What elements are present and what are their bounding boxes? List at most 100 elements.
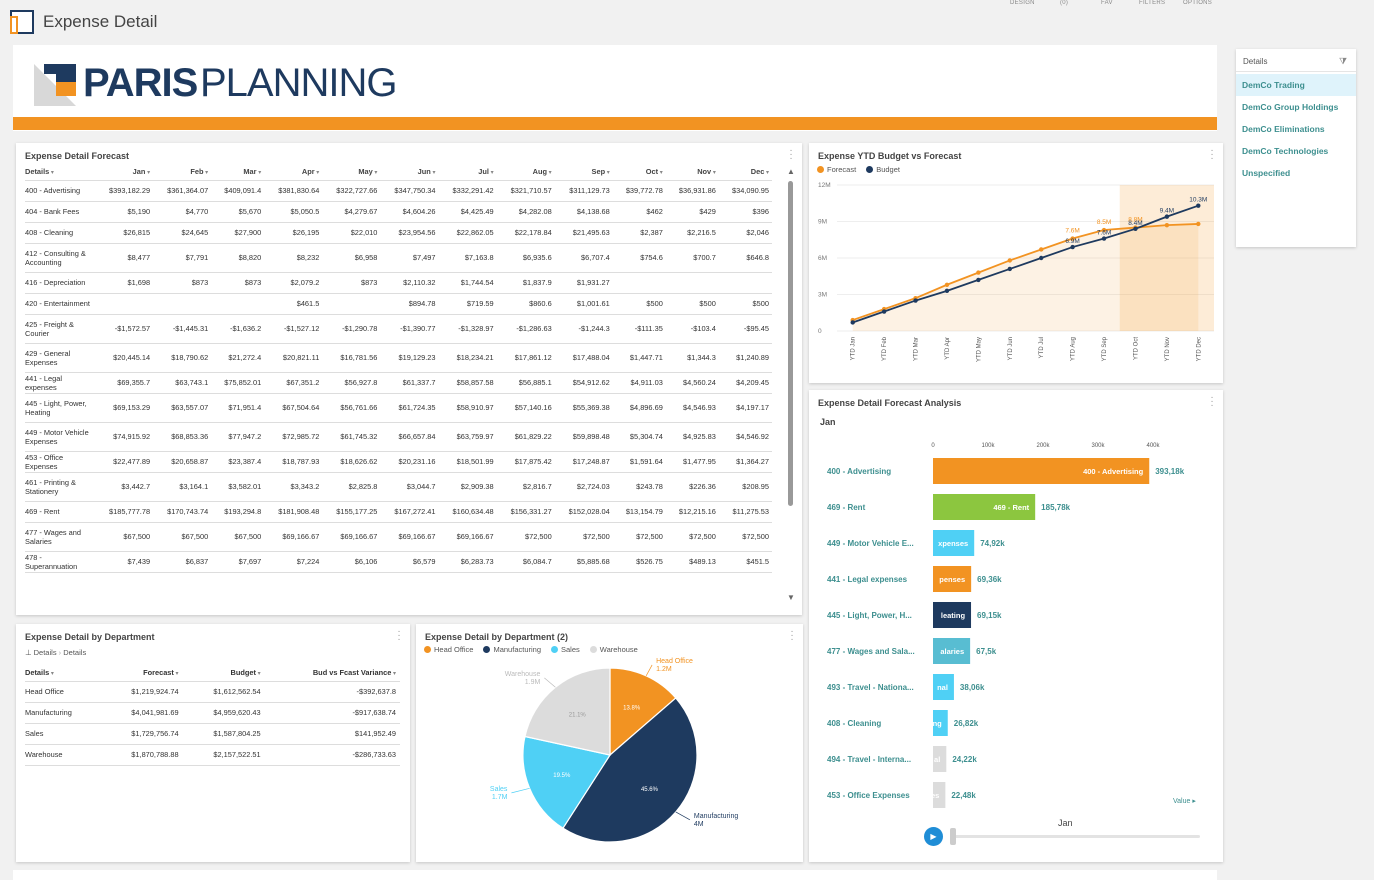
column-header[interactable]: Jun [380, 164, 439, 181]
more-icon[interactable]: · · · [1210, 392, 1214, 411]
filter-clear-icon[interactable]: ⧩ [1339, 56, 1348, 66]
column-header[interactable]: Jul [438, 164, 497, 181]
column-header[interactable]: Sep [554, 164, 613, 181]
data-point[interactable] [1133, 226, 1138, 231]
data-point[interactable] [881, 309, 887, 314]
value-axis-hint[interactable]: Value ▸ [1173, 798, 1196, 805]
legend-item[interactable]: Manufacturing [483, 645, 541, 654]
bar[interactable] [933, 458, 1150, 484]
pie-slice[interactable] [562, 697, 698, 843]
table-row[interactable]: 404 - Bank Fees $5,190 $4,770 $5,670 $5,050.… [25, 201, 772, 223]
column-header[interactable]: Forecast [100, 664, 183, 682]
details-item[interactable]: Unspecified [1242, 168, 1291, 178]
nav-count[interactable]: (0) [1060, 0, 1069, 6]
more-icon[interactable]: · · · [790, 626, 794, 645]
table-row[interactable]: 445 - Light, Power, Heating $69,153.29 $63… [25, 393, 772, 423]
column-header[interactable]: Oct [612, 164, 666, 181]
table-row[interactable]: Head Office $1,219,924.74 $1,612,562.54 -$3… [25, 681, 400, 703]
column-header[interactable]: Jan [95, 164, 154, 181]
data-point[interactable] [944, 288, 950, 294]
column-header[interactable]: Details [25, 664, 101, 682]
bar[interactable] [933, 782, 946, 808]
data-point[interactable] [944, 282, 950, 287]
scrollbar-track[interactable]: ▲ ▼ [786, 167, 795, 607]
bar[interactable] [933, 638, 971, 664]
table-row[interactable]: 412 - Consulting & Accounting $8,477 $7,79… [25, 243, 772, 273]
timeline-handle[interactable] [950, 828, 956, 845]
bar[interactable] [933, 674, 954, 700]
column-header[interactable]: Mar [211, 164, 265, 181]
data-point[interactable] [913, 298, 918, 303]
table-row[interactable]: Sales $1,729,756.74 $1,587,804.25 $141,952.… [25, 723, 400, 745]
nav-fav[interactable]: FAV [1101, 0, 1113, 6]
column-header[interactable]: May [322, 164, 381, 181]
details-item[interactable]: DemCo Eliminations [1242, 124, 1325, 134]
data-point[interactable] [1101, 236, 1107, 241]
scrollbar-thumb[interactable] [788, 181, 793, 506]
more-icon[interactable]: · · · [1210, 145, 1214, 164]
table-row[interactable]: 425 - Freight & Courier -$1,572.57 -$1,445… [25, 314, 772, 344]
more-icon[interactable]: · · · [397, 626, 401, 645]
column-header[interactable]: Budget [182, 664, 265, 682]
table-row[interactable]: 453 - Office Expenses $22,477.89 $20,658.8… [25, 451, 772, 473]
bar[interactable] [933, 602, 972, 628]
data-point[interactable] [1196, 221, 1201, 227]
legend-item[interactable]: Forecast [817, 165, 856, 174]
bar[interactable] [933, 494, 1036, 520]
legend-item[interactable]: Budget [866, 165, 900, 174]
details-item[interactable]: DemCo Trading [1236, 74, 1356, 96]
details-item[interactable]: DemCo Group Holdings [1242, 102, 1339, 112]
column-header[interactable]: Nov [665, 164, 719, 181]
drill-up-icon[interactable]: ⊥ [25, 648, 32, 657]
table-row[interactable]: 461 - Printing & Stationery $3,442.7 $3,16… [25, 472, 772, 502]
column-header[interactable]: Apr [264, 164, 323, 181]
bar[interactable] [933, 746, 947, 772]
more-icon[interactable]: · · · [789, 145, 793, 164]
data-point[interactable] [976, 277, 981, 283]
play-button[interactable]: ▶ [924, 827, 943, 846]
table-row[interactable]: 477 - Wages and Salaries $67,500 $67,500 $6… [25, 522, 772, 552]
table-row[interactable]: 469 - Rent $185,777.78 $170,743.74 $193,294… [25, 501, 772, 523]
bar[interactable] [933, 530, 975, 556]
nav-design[interactable]: DESIGN [1010, 0, 1035, 6]
column-header[interactable]: Bud vs Fcast Variance [264, 664, 400, 682]
table-row[interactable]: 478 - Superannuation $7,439 $6,837 $7,697 $7… [25, 551, 772, 573]
data-point[interactable] [1007, 266, 1012, 272]
bar[interactable] [933, 710, 948, 736]
table-row[interactable]: 449 - Motor Vehicle Expenses $74,915.92 $6… [25, 422, 772, 452]
table-row[interactable]: 416 - Depreciation $1,698 $873 $873 $2,079.2… [25, 272, 772, 294]
table-row[interactable]: Manufacturing $4,041,981.69 $4,959,620.43-… [25, 702, 400, 724]
table-row[interactable]: 420 - Entertainment $461.5 $894.78 $719.59 $… [25, 293, 772, 315]
details-item[interactable]: DemCo Technologies [1242, 146, 1329, 156]
breadcrumb-item[interactable]: Details [33, 648, 57, 657]
table-row[interactable]: 400 - Advertising $393,182.29 $361,364.07 $… [25, 180, 772, 202]
data-point[interactable] [1039, 247, 1044, 252]
pie-slice[interactable] [609, 667, 677, 757]
data-point[interactable] [1164, 222, 1170, 228]
data-point[interactable] [1070, 244, 1075, 250]
legend-item[interactable]: Head Office [424, 645, 473, 654]
timeline-slider[interactable] [952, 835, 1200, 838]
scroll-up-icon[interactable]: ▲ [787, 167, 795, 176]
data-point[interactable] [1007, 258, 1012, 263]
column-header[interactable]: Details [25, 164, 95, 181]
nav-filters[interactable]: FILTERS [1139, 0, 1166, 6]
table-row[interactable]: 408 - Cleaning $26,815 $24,645 $27,900 $26,1… [25, 222, 772, 244]
column-header[interactable]: Feb [153, 164, 212, 181]
nav-options[interactable]: OPTIONS [1183, 0, 1213, 6]
data-point[interactable] [850, 320, 855, 325]
column-header[interactable]: Aug [496, 164, 555, 181]
bar[interactable] [933, 566, 972, 592]
data-point[interactable] [1196, 203, 1201, 208]
legend-item[interactable]: Warehouse [589, 645, 638, 654]
data-point[interactable] [1164, 214, 1170, 219]
legend-item[interactable]: Sales [551, 645, 580, 654]
data-point[interactable] [1101, 227, 1107, 233]
data-point[interactable] [1070, 236, 1075, 241]
table-row[interactable]: Warehouse $1,870,788.88 $2,157,522.51 -$286… [25, 744, 400, 766]
column-header[interactable]: Dec [718, 164, 772, 181]
data-point[interactable] [1039, 255, 1044, 261]
scroll-down-icon[interactable]: ▼ [787, 593, 795, 602]
table-row[interactable]: 429 - General Expenses $20,445.14 $18,790.… [25, 343, 772, 373]
table-row[interactable]: 441 - Legal expenses $69,355.7 $63,743.1 $7… [25, 372, 772, 394]
